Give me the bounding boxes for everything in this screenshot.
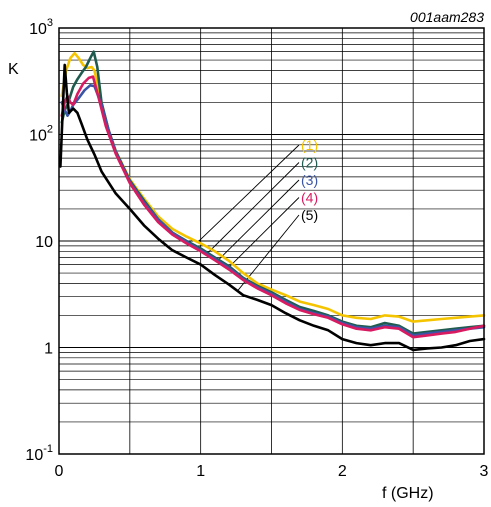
y-tick-label: 1 <box>44 341 53 358</box>
series-line-4 <box>60 75 486 339</box>
series-line-5 <box>59 63 486 352</box>
y-tick-label: 10-1 <box>25 443 53 464</box>
x-axis-label: f (GHz) <box>382 485 434 502</box>
y-tick-label: 103 <box>29 17 53 38</box>
grid <box>59 28 484 454</box>
figure-id: 001aam283 <box>410 9 484 25</box>
leader-line-4 <box>227 197 300 269</box>
series-lines <box>59 50 486 352</box>
legend-label-1: (1) <box>301 137 318 153</box>
y-tick-label: 10 <box>35 234 53 251</box>
x-tick-label: 1 <box>196 463 205 480</box>
x-tick-label: 0 <box>55 463 64 480</box>
leader-line-1 <box>197 144 300 243</box>
legend-label-3: (3) <box>301 172 318 188</box>
legend-label-5: (5) <box>301 207 318 223</box>
leader-line-3 <box>217 179 300 261</box>
x-tick-label: 2 <box>338 463 347 480</box>
plot-frame <box>58 27 485 455</box>
legend-leader-lines <box>197 144 300 292</box>
legend-label-2: (2) <box>301 155 318 171</box>
leader-line-2 <box>207 162 300 254</box>
x-tick-label: 3 <box>480 463 489 480</box>
series-line-1 <box>60 51 486 323</box>
y-tick-label: 102 <box>29 124 53 145</box>
legend-label-4: (4) <box>301 190 318 206</box>
legend: (1) (2)(3) (4)(5) <box>301 137 318 223</box>
tick-labels: 0 1 2 3 10-1 1 10 102 103 <box>25 17 488 480</box>
leader-line-5 <box>237 214 300 292</box>
y-axis-label: K <box>8 61 19 78</box>
series-line-3 <box>60 84 486 337</box>
